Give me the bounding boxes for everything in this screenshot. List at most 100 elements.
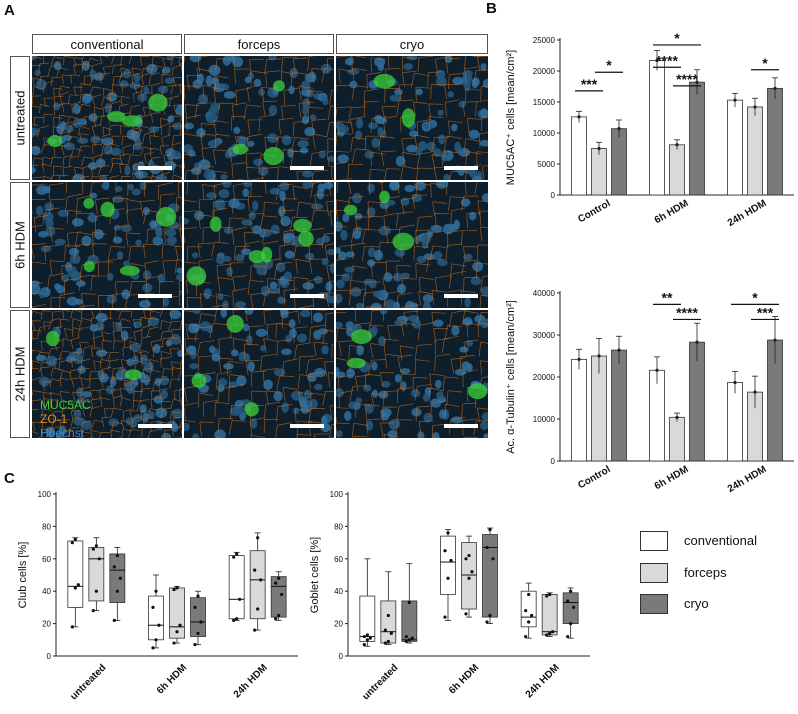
data-point: [527, 592, 531, 597]
data-point: [178, 623, 182, 627]
data-point: [566, 634, 570, 639]
mean-point: [733, 380, 737, 385]
x-tick-label: 24h HDM: [524, 662, 562, 700]
data-point: [389, 631, 393, 635]
mean-point: [675, 143, 679, 147]
bar-conventional: [649, 60, 665, 196]
data-point: [277, 576, 281, 580]
y-tick-label: 60: [334, 555, 343, 564]
bar-forceps: [669, 416, 685, 462]
row-header-6h-hdm: 6h HDM: [10, 182, 30, 308]
data-point: [112, 618, 116, 622]
mean-point: [753, 390, 757, 394]
bar-conventional: [727, 382, 743, 462]
data-point: [443, 549, 447, 553]
mean-point: [597, 146, 601, 151]
x-tick-label: 6h HDM: [653, 464, 691, 492]
micrograph-6h-hdm-cryo: [336, 182, 488, 308]
legend-swatch-conventional: [640, 531, 668, 551]
y-tick-label: 40: [334, 587, 343, 596]
stain-label-zo1: ZO-1: [40, 412, 68, 426]
y-tick-label: 5000: [537, 160, 555, 169]
micrograph-untreated-forceps: [184, 56, 334, 180]
mean-point: [695, 340, 699, 344]
data-point: [410, 636, 414, 640]
data-point: [112, 565, 116, 569]
data-point: [365, 638, 369, 642]
data-point: [545, 594, 549, 598]
data-point: [488, 613, 492, 618]
box-cryo: [109, 553, 126, 603]
data-point: [175, 630, 179, 634]
data-point: [256, 607, 260, 611]
tubulin-bar-chart: 0 10000 20000 30000 40000 Ac. α-Tubulin⁺ cell…: [505, 289, 794, 495]
y-tick-label: 20: [42, 620, 51, 629]
y-tick-label: 20000: [533, 67, 556, 76]
data-point: [151, 646, 155, 650]
legend-label-cryo: cryo: [684, 596, 709, 611]
data-point: [569, 622, 573, 626]
scale-bar: [138, 424, 172, 428]
micrograph-untreated-conventional: [32, 56, 182, 180]
data-point: [470, 570, 474, 574]
box-forceps: [380, 600, 397, 644]
mean-point: [733, 98, 737, 102]
significance-label: *: [606, 57, 612, 73]
data-point: [94, 544, 98, 548]
bar-conventional: [727, 99, 743, 196]
bar-cryo: [611, 128, 627, 196]
data-point: [232, 555, 236, 559]
significance-label: *: [752, 289, 758, 305]
row-header-24h-hdm: 24h HDM: [10, 310, 30, 438]
micrograph-6h-hdm-forceps: [184, 182, 334, 308]
data-point: [527, 620, 531, 624]
data-point: [569, 589, 573, 593]
data-point: [97, 557, 101, 561]
data-point: [386, 613, 390, 618]
muc5ac-bar-chart: 0 5000 10000 15000 20000 25000 MUC5AC⁺ cells […: [505, 30, 794, 229]
y-tick-label: 20: [334, 620, 343, 629]
data-point: [404, 639, 408, 644]
data-point: [94, 589, 98, 593]
data-point: [115, 589, 119, 593]
legend-swatch-cryo: [640, 594, 668, 614]
significance-label: ***: [757, 304, 774, 320]
mean-point: [577, 115, 581, 119]
panel-label-b: B: [486, 0, 497, 17]
data-point: [488, 528, 492, 532]
box-conventional: [228, 555, 245, 620]
box-cryo: [482, 534, 498, 618]
data-point: [548, 631, 552, 635]
significance-label: ****: [676, 304, 698, 320]
x-tick-label: 24h HDM: [726, 198, 769, 229]
data-point: [572, 605, 576, 609]
data-point: [407, 600, 411, 605]
bar-forceps: [669, 144, 685, 196]
box-forceps: [88, 547, 105, 602]
bar-conventional: [571, 358, 587, 462]
data-point: [238, 597, 242, 601]
legend-label-forceps: forceps: [684, 565, 727, 580]
box-cryo: [401, 600, 418, 642]
column-header-conventional: conventional: [32, 34, 182, 54]
micrograph-24h-hdm-conventional: [32, 310, 182, 438]
data-point: [70, 541, 74, 545]
data-point: [545, 633, 549, 637]
micrograph-grid: conventional forceps cryo untreated 6h H…: [0, 0, 490, 440]
y-axis-label: Club cells [%]: [17, 542, 29, 609]
data-point: [407, 638, 411, 642]
bar-cryo: [767, 87, 783, 196]
data-point: [383, 628, 387, 632]
data-point: [73, 537, 77, 541]
column-header-forceps: forceps: [184, 34, 334, 54]
panel-label-c: C: [4, 470, 15, 487]
micrograph-24h-hdm-forceps: [184, 310, 334, 438]
data-point: [449, 558, 453, 563]
scale-bar: [444, 424, 478, 428]
y-tick-label: 10000: [533, 129, 556, 138]
data-point: [193, 605, 197, 609]
scale-bar: [444, 294, 478, 298]
significance-label: **: [662, 289, 673, 305]
data-point: [256, 536, 260, 540]
y-tick-label: 0: [47, 652, 52, 661]
